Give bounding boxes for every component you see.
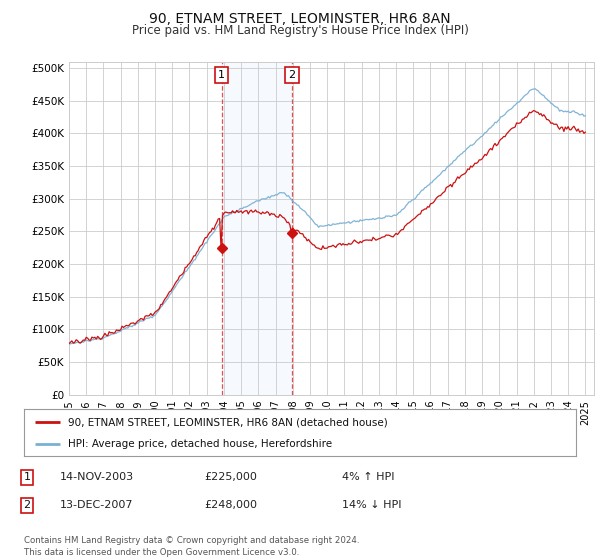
Text: 1: 1 [218,69,225,80]
Text: 14% ↓ HPI: 14% ↓ HPI [342,500,401,510]
Text: Contains HM Land Registry data © Crown copyright and database right 2024.
This d: Contains HM Land Registry data © Crown c… [24,536,359,557]
Text: 2: 2 [23,500,31,510]
Text: £225,000: £225,000 [204,472,257,482]
Text: 1: 1 [23,472,31,482]
Text: 13-DEC-2007: 13-DEC-2007 [60,500,133,510]
Text: 4% ↑ HPI: 4% ↑ HPI [342,472,395,482]
Text: HPI: Average price, detached house, Herefordshire: HPI: Average price, detached house, Here… [68,438,332,449]
Text: £248,000: £248,000 [204,500,257,510]
Text: 2: 2 [289,69,295,80]
Bar [221,62,292,395]
Text: Price paid vs. HM Land Registry's House Price Index (HPI): Price paid vs. HM Land Registry's House … [131,24,469,37]
Text: 90, ETNAM STREET, LEOMINSTER, HR6 8AN: 90, ETNAM STREET, LEOMINSTER, HR6 8AN [149,12,451,26]
Text: 90, ETNAM STREET, LEOMINSTER, HR6 8AN (detached house): 90, ETNAM STREET, LEOMINSTER, HR6 8AN (d… [68,417,388,427]
Text: 14-NOV-2003: 14-NOV-2003 [60,472,134,482]
